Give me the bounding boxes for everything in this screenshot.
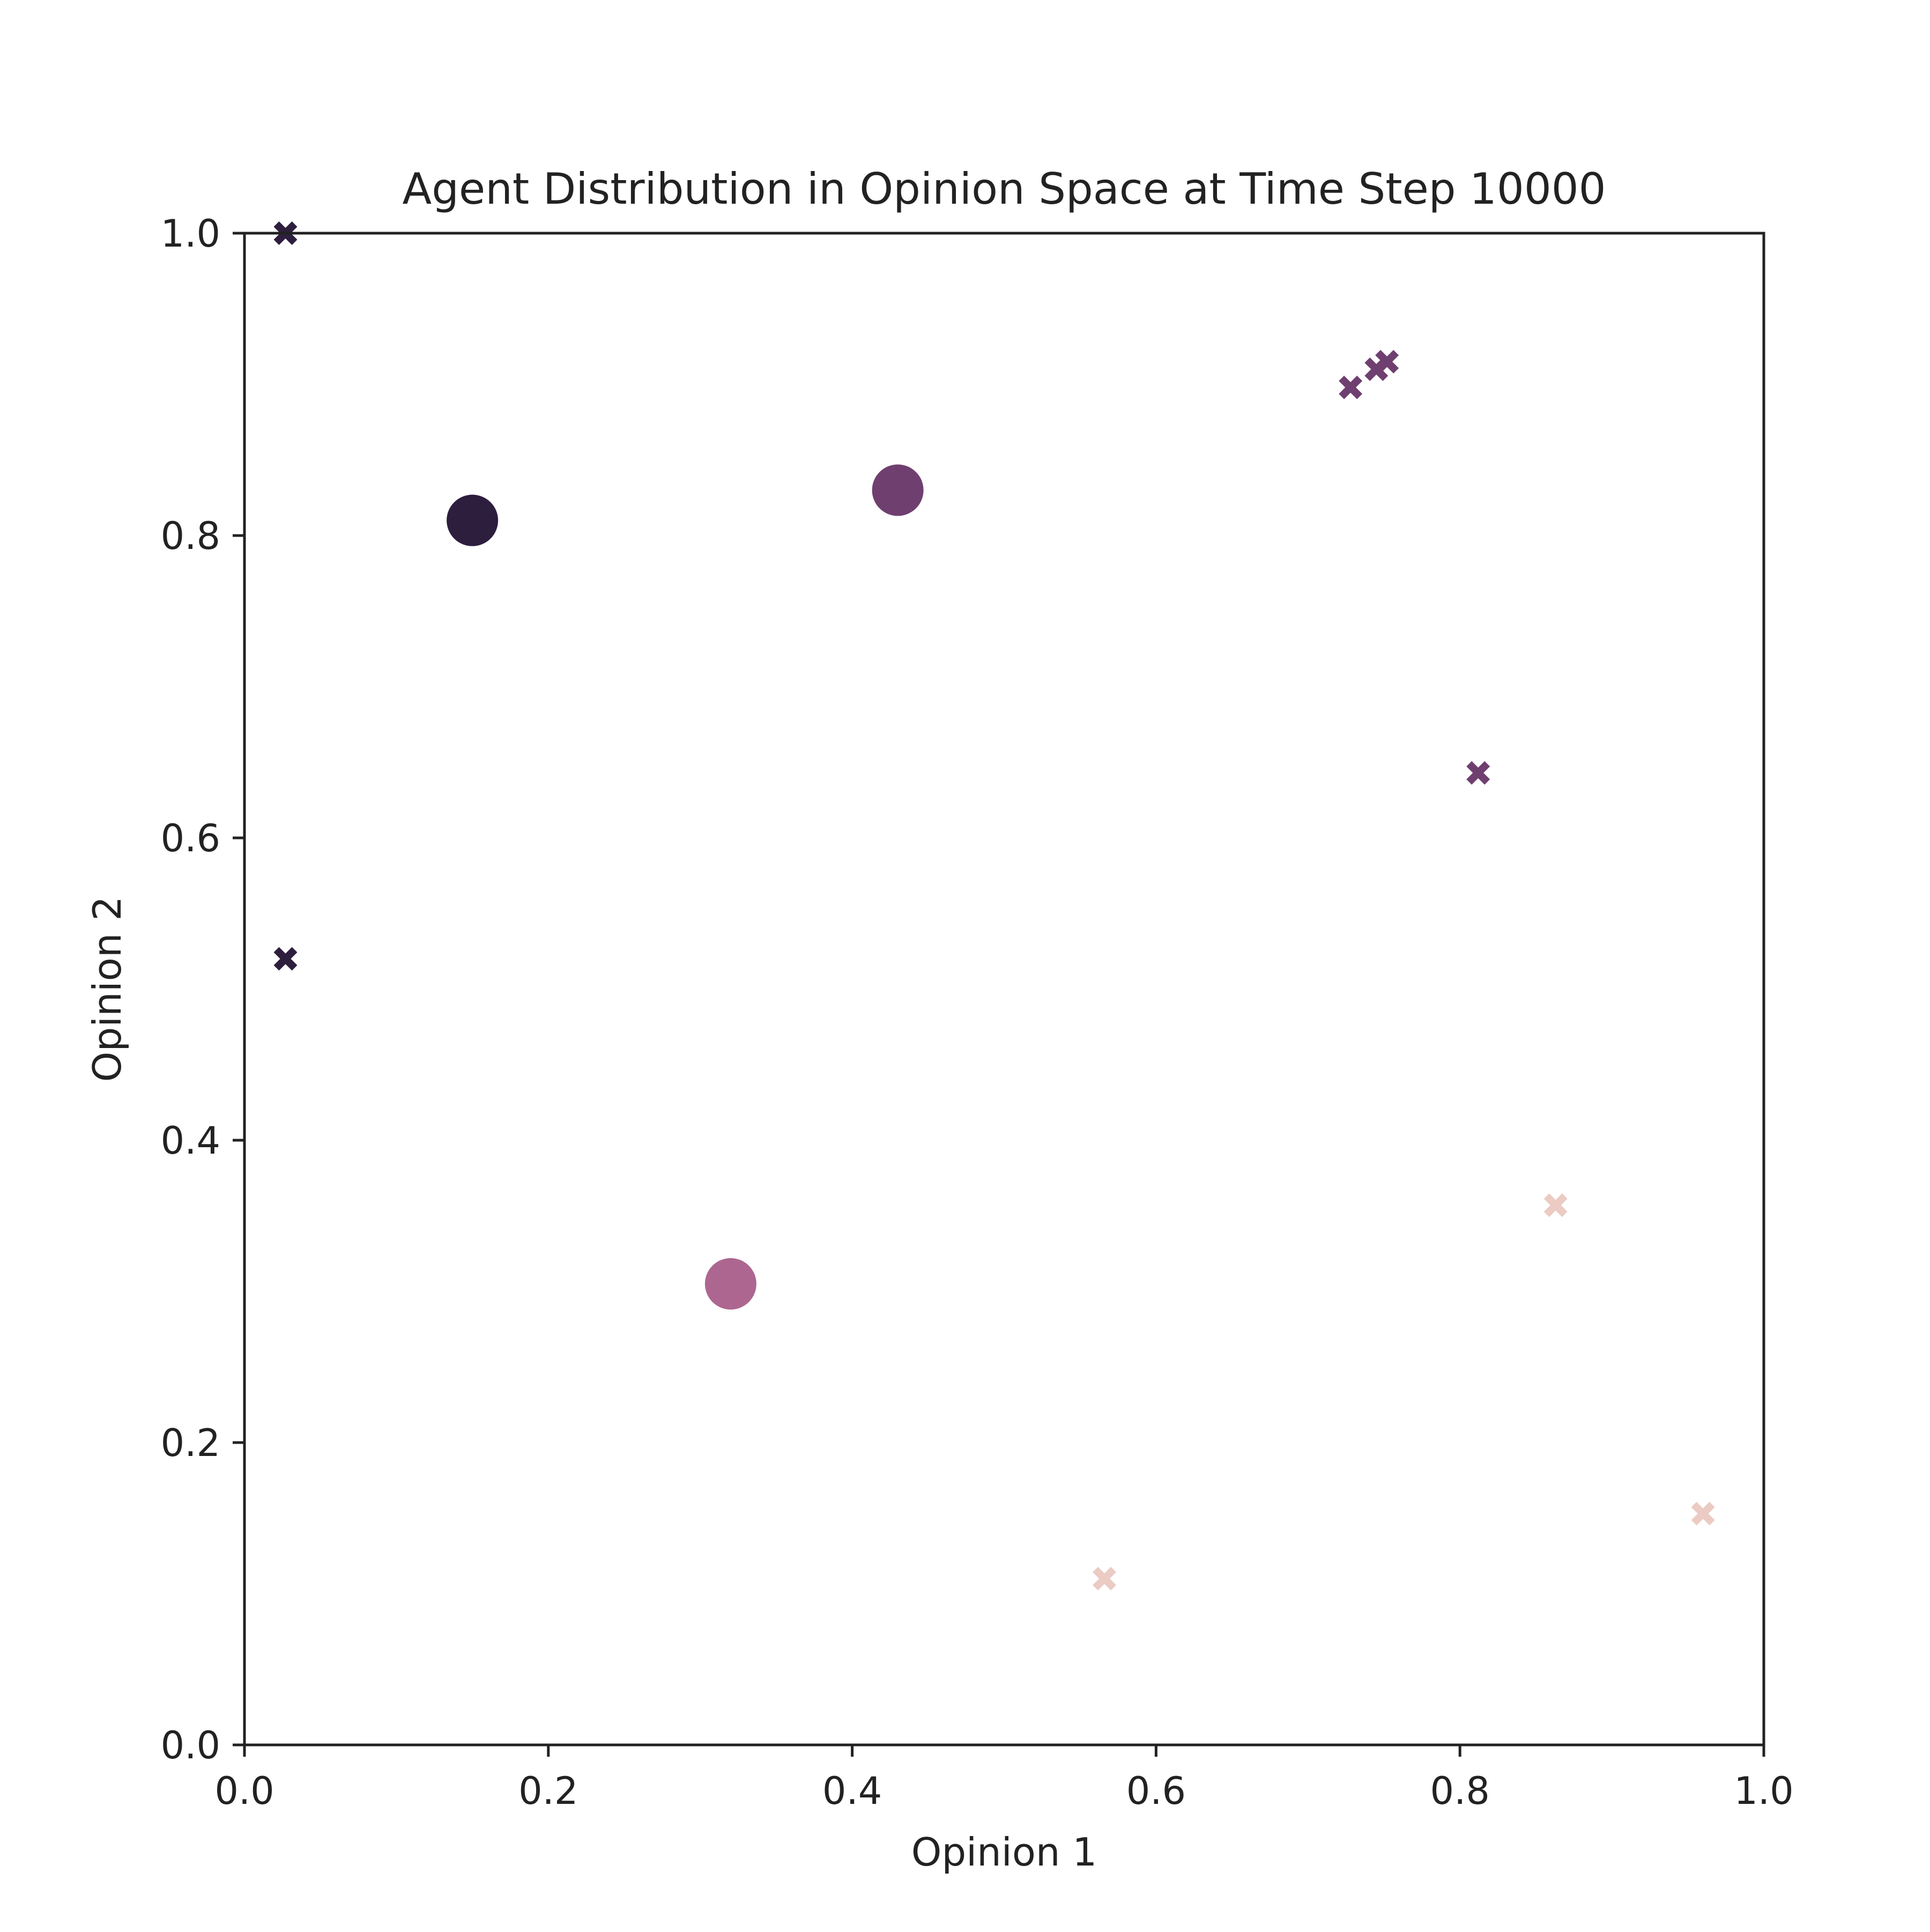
x-tick-label: 0.4 xyxy=(822,1769,882,1813)
scatter-point-circle xyxy=(872,464,924,516)
marks-layer xyxy=(273,221,1715,1591)
y-axis-label: Opinion 2 xyxy=(85,896,130,1082)
scatter-point-x xyxy=(1093,1566,1116,1591)
chart-title: Agent Distribution in Opinion Space at T… xyxy=(402,164,1606,214)
x-axis-label: Opinion 1 xyxy=(911,1830,1097,1875)
y-tick-label: 0.4 xyxy=(161,1119,220,1163)
x-tick-label: 0.2 xyxy=(518,1769,578,1813)
y-tick-label: 0.2 xyxy=(161,1421,220,1465)
y-tick-label: 0.0 xyxy=(161,1723,220,1767)
y-tick-label: 0.8 xyxy=(161,514,220,558)
scatter-point-x xyxy=(1691,1502,1715,1526)
x-tick-label: 1.0 xyxy=(1734,1769,1793,1813)
plot-frame xyxy=(243,232,1765,1747)
scatter-point-x xyxy=(1466,761,1490,785)
scatter-point-x xyxy=(273,947,298,971)
y-tick-label: 1.0 xyxy=(161,212,220,256)
scatter-point-x xyxy=(1339,375,1363,399)
scatter-point-x xyxy=(1543,1193,1568,1217)
scatter-point-circle xyxy=(447,494,499,546)
x-tick-label: 0.6 xyxy=(1126,1769,1186,1813)
y-tick-label: 0.6 xyxy=(161,816,220,860)
ticks-layer: 0.0 0.2 0.4 0.6 0.8 1.0 0.0 0.2 0.4 0.6 0.8 1.0 xyxy=(161,212,1794,1813)
scatter-point-circle xyxy=(704,1258,756,1310)
scatter-point-x xyxy=(1375,350,1399,374)
x-tick-label: 0.8 xyxy=(1430,1769,1490,1813)
x-tick-label: 0.0 xyxy=(214,1769,274,1813)
